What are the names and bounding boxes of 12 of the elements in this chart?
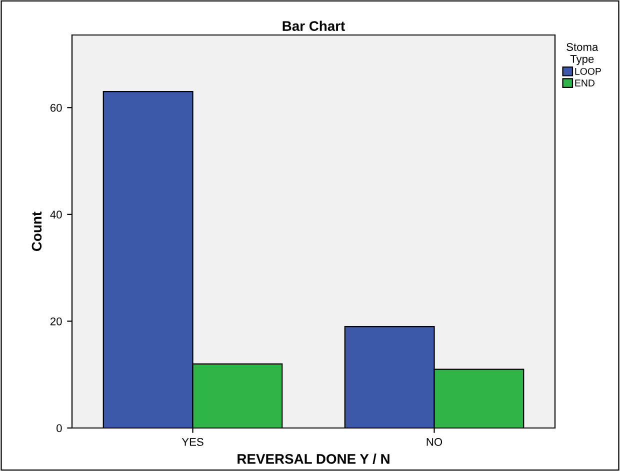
y-axis-title: Count	[32, 212, 42, 251]
x-tick-label: NO	[426, 438, 442, 446]
chart-title: Bar Chart	[282, 20, 345, 31]
legend-label: END	[575, 80, 595, 86]
x-tick-label: YES	[182, 438, 204, 446]
y-tick-label: 40	[50, 210, 62, 219]
legend-title: Stoma Type	[566, 43, 598, 66]
legend-label: LOOP	[575, 68, 601, 75]
y-tick-label: 0	[56, 424, 62, 432]
y-tick-label: 20	[50, 317, 62, 326]
y-tick-label: 60	[50, 104, 62, 112]
x-axis-title: REVERSAL DONE Y / N	[238, 454, 390, 464]
